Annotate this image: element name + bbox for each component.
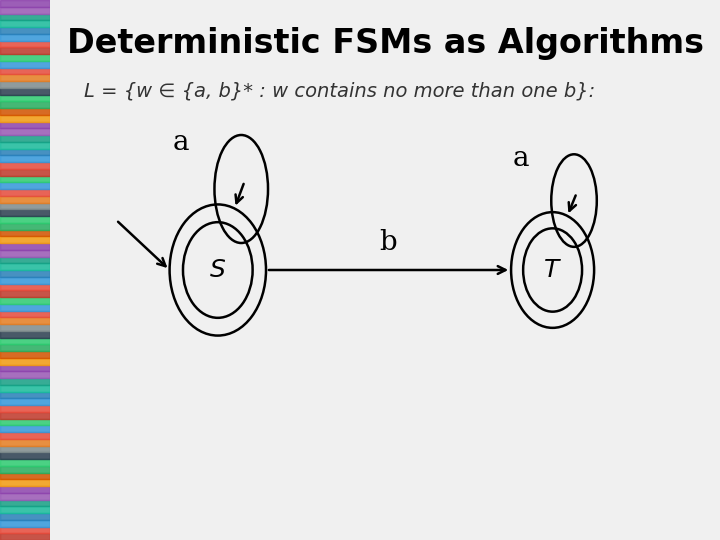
- Bar: [0, 310, 50, 317]
- Bar: [0, 135, 50, 141]
- Bar: [0, 526, 50, 534]
- Bar: [0, 256, 50, 263]
- Bar: [0, 87, 50, 94]
- Bar: [0, 364, 50, 372]
- Bar: [0, 507, 50, 513]
- Bar: [0, 195, 50, 202]
- Text: a: a: [512, 145, 528, 172]
- Bar: [0, 472, 50, 480]
- Bar: [0, 513, 50, 519]
- Text: L = {w ∈ {a, b}* : w contains no more than one b}:: L = {w ∈ {a, b}* : w contains no more th…: [84, 81, 595, 100]
- Bar: [0, 291, 50, 297]
- Text: a: a: [173, 129, 189, 156]
- Bar: [0, 33, 50, 40]
- Bar: [0, 115, 50, 122]
- Bar: [0, 243, 50, 249]
- Bar: [0, 432, 50, 438]
- Bar: [0, 276, 50, 284]
- Bar: [0, 162, 50, 168]
- Bar: [0, 102, 50, 108]
- Bar: [0, 345, 50, 351]
- Bar: [0, 176, 50, 183]
- Bar: [0, 357, 50, 364]
- Bar: [0, 486, 50, 492]
- Bar: [0, 453, 50, 459]
- Bar: [0, 405, 50, 411]
- Bar: [0, 122, 50, 128]
- Bar: [0, 384, 50, 391]
- Bar: [0, 168, 50, 176]
- Bar: [0, 14, 50, 20]
- Bar: [0, 492, 50, 500]
- Bar: [0, 438, 50, 445]
- Bar: [0, 202, 50, 209]
- Bar: [0, 324, 50, 330]
- Bar: [0, 94, 50, 102]
- Bar: [0, 47, 50, 54]
- Text: b: b: [379, 230, 397, 256]
- Bar: [0, 372, 50, 378]
- Bar: [0, 297, 50, 303]
- Bar: [0, 108, 50, 115]
- Bar: [0, 418, 50, 426]
- Bar: [0, 60, 50, 68]
- Bar: [0, 459, 50, 465]
- Bar: [0, 189, 50, 195]
- Bar: [0, 317, 50, 324]
- Bar: [0, 411, 50, 418]
- Bar: [0, 338, 50, 345]
- Bar: [0, 378, 50, 384]
- Bar: [0, 519, 50, 526]
- Bar: [0, 20, 50, 27]
- Bar: [0, 81, 50, 87]
- Bar: [0, 500, 50, 507]
- Bar: [0, 156, 50, 162]
- Bar: [0, 480, 50, 486]
- Bar: [0, 40, 50, 47]
- Bar: [0, 249, 50, 256]
- Bar: [0, 399, 50, 405]
- Bar: [0, 54, 50, 60]
- Bar: [0, 216, 50, 222]
- Bar: [0, 303, 50, 310]
- Bar: [0, 74, 50, 81]
- Bar: [0, 6, 50, 14]
- Bar: [0, 351, 50, 357]
- Bar: [0, 141, 50, 149]
- Bar: [0, 446, 50, 453]
- Bar: [0, 392, 50, 399]
- Bar: [0, 209, 50, 216]
- Bar: [0, 426, 50, 432]
- Bar: [0, 183, 50, 189]
- Bar: [0, 230, 50, 237]
- Text: $T$: $T$: [543, 258, 562, 282]
- Bar: [0, 263, 50, 270]
- Bar: [0, 128, 50, 135]
- Bar: [0, 534, 50, 540]
- Bar: [0, 0, 50, 6]
- Bar: [0, 270, 50, 276]
- Bar: [0, 148, 50, 156]
- Bar: [0, 284, 50, 291]
- Bar: [0, 465, 50, 472]
- Bar: [0, 222, 50, 230]
- Text: Deterministic FSMs as Algorithms: Deterministic FSMs as Algorithms: [67, 27, 703, 60]
- Bar: [0, 237, 50, 243]
- Bar: [0, 68, 50, 74]
- Bar: [0, 27, 50, 33]
- Bar: [0, 330, 50, 338]
- Text: $S$: $S$: [210, 258, 226, 282]
